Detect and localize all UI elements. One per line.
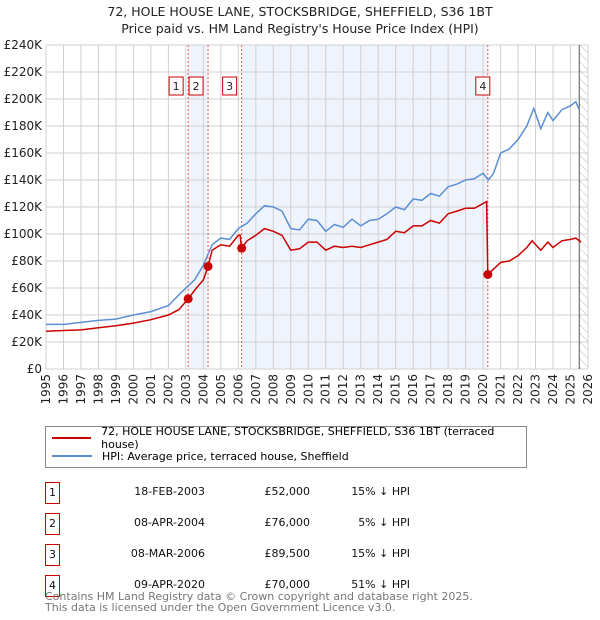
- x-tick-label: 2024: [546, 374, 560, 405]
- x-tick-label: 1998: [91, 374, 105, 405]
- x-tick-label: 1997: [74, 374, 88, 405]
- x-tick-label: 1999: [109, 374, 123, 405]
- x-tick-label: 2017: [424, 374, 438, 405]
- sale-label-box: [188, 76, 204, 96]
- x-tick-label: 1995: [39, 374, 53, 405]
- sale-hpi-diff: 5% ↓ HPI: [358, 516, 410, 529]
- x-tick-label: 2015: [389, 374, 403, 405]
- x-tick-label: 2011: [319, 374, 333, 405]
- sale-point: [183, 294, 193, 304]
- y-tick-label: £100K: [4, 227, 44, 241]
- sale-price: £76,000: [264, 516, 311, 529]
- y-tick-label: £160K: [4, 146, 44, 160]
- y-tick-label: £20K: [11, 335, 43, 349]
- sale-number-badge: 3: [45, 544, 60, 566]
- x-tick-label: 2020: [476, 374, 490, 405]
- sale-label-box: [475, 76, 491, 96]
- sale-point: [483, 270, 493, 279]
- x-tick-label: 2016: [406, 374, 420, 405]
- x-tick-label: 2021: [494, 374, 508, 405]
- y-tick-label: £180K: [4, 119, 44, 133]
- x-tick-label: 2007: [249, 374, 263, 405]
- x-tick-label: 2010: [301, 374, 315, 405]
- legend-label-price: 72, HOLE HOUSE LANE, STOCKSBRIDGE, SHEFF…: [101, 425, 495, 451]
- y-tick-label: £200K: [4, 92, 44, 106]
- y-tick-label: £240K: [4, 38, 44, 52]
- x-tick-label: 2005: [214, 374, 228, 405]
- legend-swatch-hpi: [52, 455, 92, 457]
- y-tick-label: £40K: [11, 308, 43, 322]
- y-tick-label: £0: [27, 362, 42, 376]
- x-tick-label: 2023: [529, 374, 543, 405]
- sale-hpi-diff: 15% ↓ HPI: [351, 485, 410, 498]
- sale-hpi-diff: 15% ↓ HPI: [351, 547, 410, 560]
- y-tick-label: £220K: [4, 65, 44, 79]
- legend-swatch-price: [52, 437, 92, 439]
- x-tick-label: 2013: [354, 374, 368, 405]
- sale-label: 4: [479, 80, 486, 93]
- sale-hpi-diff: 51% ↓ HPI: [351, 578, 410, 591]
- x-tick-label: 2000: [126, 374, 140, 405]
- y-tick-label: £120K: [4, 200, 44, 214]
- x-tick-label: 2014: [371, 374, 385, 405]
- x-tick-label: 2025: [564, 374, 578, 405]
- sale-point: [237, 243, 247, 253]
- sale-date: 08-APR-2004: [133, 516, 205, 529]
- legend-item-hpi: HPI: Average price, terraced house, Shef…: [52, 448, 349, 464]
- price-line: [45, 200, 582, 332]
- sale-number-badge: 2: [45, 513, 60, 535]
- sale-price: £89,500: [264, 547, 311, 560]
- sale-date: 09-APR-2020: [133, 578, 205, 591]
- sale-label-box: [168, 76, 184, 96]
- x-tick-label: 2004: [196, 374, 210, 405]
- chart-subtitle: Price paid vs. HM Land Registry's House …: [121, 21, 479, 36]
- sale-price: £52,000: [264, 485, 311, 498]
- footer-copyright: Contains HM Land Registry data © Crown c…: [45, 590, 473, 603]
- legend-item-price: 72, HOLE HOUSE LANE, STOCKSBRIDGE, SHEFF…: [52, 425, 526, 451]
- y-tick-label: £60K: [11, 281, 43, 295]
- footer-licence: This data is licensed under the Open Gov…: [45, 601, 396, 614]
- sale-date: 08-MAR-2006: [130, 547, 205, 560]
- sale-number-badge: 4: [45, 575, 60, 597]
- x-tick-label: 2022: [511, 374, 525, 405]
- x-tick-label: 1996: [56, 374, 70, 405]
- price-chart: £0 £20K £40K £60K £80K £100K £120K £140K £160K £1…: [4, 38, 595, 405]
- y-tick-label: £80K: [11, 254, 43, 268]
- x-tick-label: 2026: [581, 374, 595, 405]
- chart-title: 72, HOLE HOUSE LANE, STOCKSBRIDGE, SHEFF…: [107, 4, 493, 19]
- sale-price: £70,000: [264, 578, 311, 591]
- sale-number-badge: 1: [45, 482, 60, 504]
- x-tick-label: 2006: [231, 374, 245, 405]
- sale-label: 2: [193, 80, 200, 93]
- y-tick-label: £140K: [4, 173, 44, 187]
- sale-point: [203, 261, 213, 271]
- sale-date: 18-FEB-2003: [134, 485, 205, 498]
- x-tick-label: 2009: [284, 374, 298, 405]
- legend: 72, HOLE HOUSE LANE, STOCKSBRIDGE, SHEFF…: [45, 425, 527, 468]
- sale-label: 3: [226, 80, 233, 93]
- hpi-line: [46, 100, 580, 326]
- legend-label-hpi: HPI: Average price, terraced house, Shef…: [102, 449, 349, 463]
- x-tick-label: 2001: [144, 374, 158, 405]
- x-tick-label: 2018: [441, 374, 455, 405]
- sale-label: 1: [173, 80, 180, 93]
- x-tick-label: 2003: [179, 374, 193, 405]
- sale-label-box: [222, 76, 238, 96]
- x-tick-label: 2019: [459, 374, 473, 405]
- x-tick-label: 2002: [161, 374, 175, 405]
- x-tick-label: 2008: [266, 374, 280, 405]
- x-tick-label: 2012: [336, 374, 350, 405]
